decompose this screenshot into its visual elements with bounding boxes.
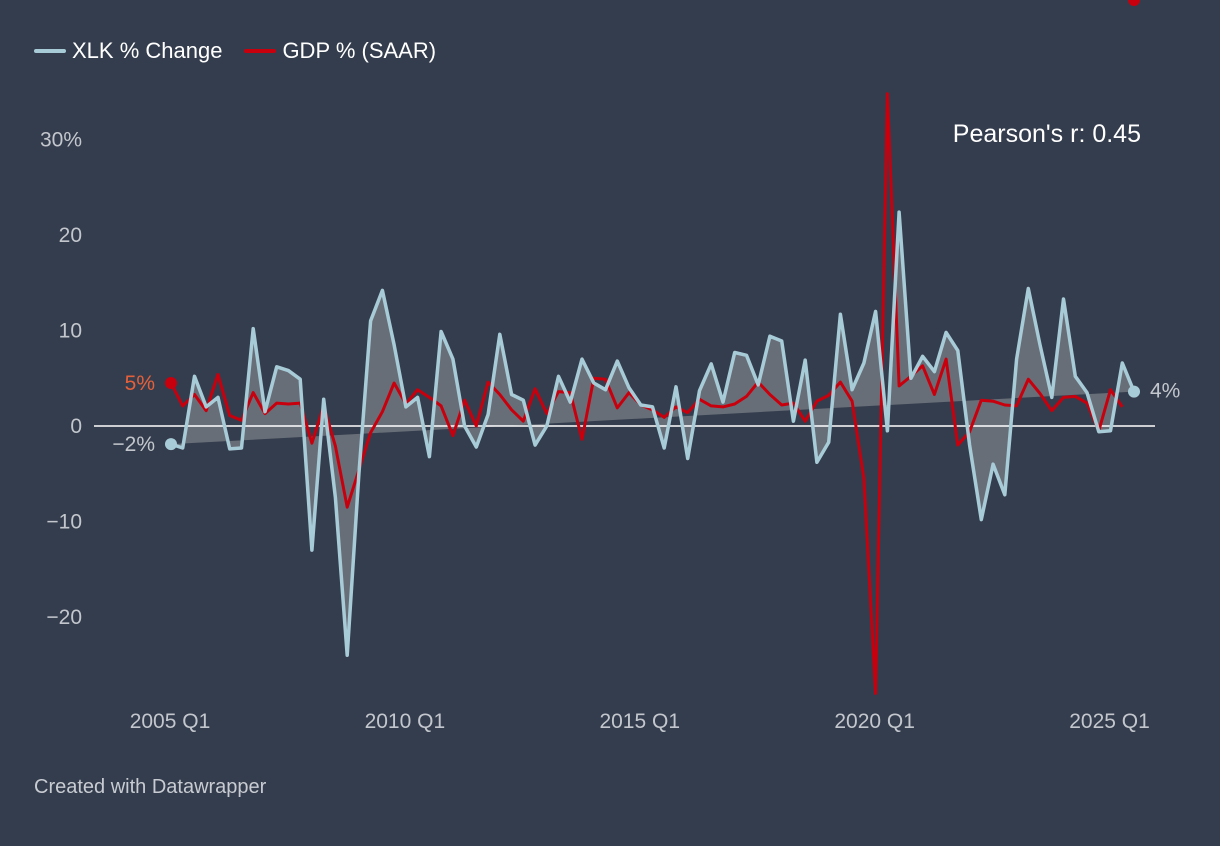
y-tick-label: −20 (46, 606, 82, 629)
legend: XLK % Change GDP % (SAAR) (34, 38, 436, 64)
y-tick-label: 30% (40, 129, 82, 152)
footer-credit: Created with Datawrapper (34, 776, 267, 798)
legend-item-xlk[interactable]: XLK % Change (34, 38, 222, 64)
pearson-annotation: Pearson's r: 0.45 (953, 120, 1141, 148)
y-tick-label: 20 (59, 224, 82, 247)
gdp-end-label: 2% (1150, 0, 1180, 5)
legend-label-gdp: GDP % (SAAR) (282, 38, 437, 63)
xlk-end-label: 4% (1150, 380, 1180, 403)
x-axis: 2005 Q1 2010 Q1 2015 Q1 2020 Q1 2025 Q1 (130, 710, 1150, 733)
y-tick-label: 0 (70, 415, 82, 438)
gdp-end-point (1128, 0, 1140, 6)
legend-item-gdp[interactable]: GDP % (SAAR) (244, 38, 436, 64)
gdp-start-label: 5% (125, 372, 155, 395)
series-lines (169, 92, 1136, 695)
series-line-gdp (169, 92, 1124, 695)
x-tick-label: 2005 Q1 (130, 710, 211, 733)
xlk-start-label: −2% (112, 433, 155, 456)
series-end-points: 5% −2% 4% 2% (112, 0, 1180, 456)
legend-swatch-xlk (34, 49, 66, 53)
y-tick-label: −10 (46, 511, 82, 534)
x-tick-label: 2020 Q1 (834, 710, 915, 733)
gdp-start-point (165, 377, 177, 390)
legend-swatch-gdp (244, 49, 277, 53)
x-tick-label: 2025 Q1 (1069, 710, 1150, 733)
y-axis: 30% 20 10 0 −10 −20 (40, 129, 82, 630)
xlk-end-point (1128, 385, 1140, 398)
series-line-xlk (170, 210, 1136, 657)
x-tick-label: 2010 Q1 (365, 710, 446, 733)
xlk-start-point (165, 438, 177, 451)
x-tick-label: 2015 Q1 (599, 710, 680, 733)
y-tick-label: 10 (59, 320, 82, 343)
legend-label-xlk: XLK % Change (72, 38, 223, 63)
